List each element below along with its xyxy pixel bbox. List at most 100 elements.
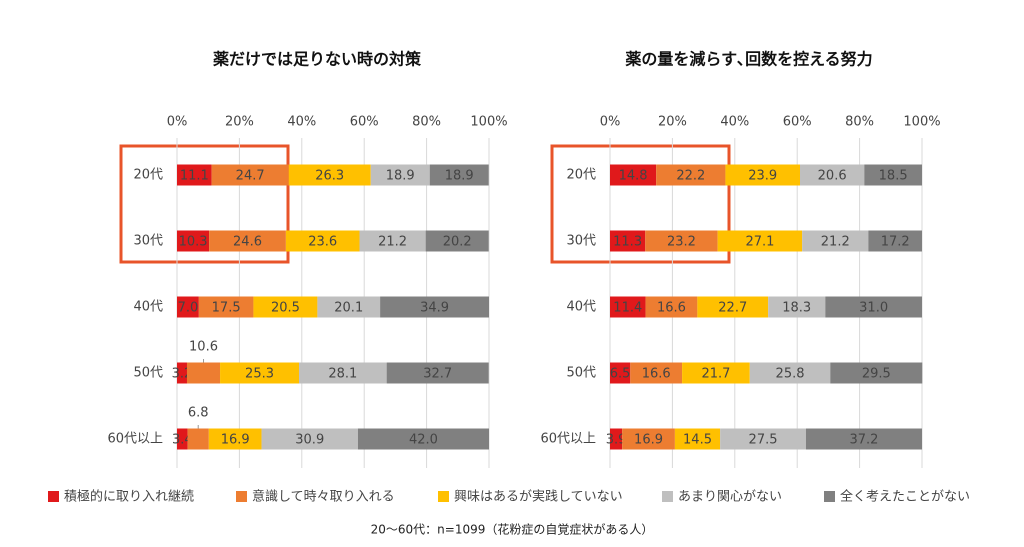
legend-label: あまり関心がない: [678, 490, 782, 505]
value-label: 16.6: [642, 367, 671, 382]
value-label: 29.5: [862, 367, 891, 382]
value-label: 18.9: [386, 169, 415, 184]
x-tick-label: 80%: [845, 115, 874, 130]
value-label: 14.5: [683, 433, 712, 448]
bar-segment: [359, 230, 426, 252]
bar-segment: [177, 230, 210, 252]
value-label: 21.2: [378, 235, 407, 250]
value-label: 16.9: [634, 433, 663, 448]
value-label: 17.2: [881, 235, 910, 250]
value-label: 14.8: [619, 169, 648, 184]
bar-segment: [749, 362, 831, 384]
value-label: 22.2: [676, 169, 705, 184]
bar-segment: [288, 164, 371, 186]
value-label: 23.2: [667, 235, 696, 250]
value-label: 11.3: [613, 235, 642, 250]
footnote: 20〜60代：n=1099（花粉症の自覚症状がある人）: [371, 522, 654, 537]
x-tick-label: 0%: [600, 115, 621, 130]
bar-segment: [610, 362, 631, 384]
value-label: 21.7: [701, 367, 730, 382]
bar-segment: [370, 164, 430, 186]
chart-title: 薬の量を減らす､回数を控える努力: [624, 50, 872, 69]
x-tick-label: 20%: [225, 115, 254, 130]
value-label: 25.3: [245, 367, 274, 382]
value-label: 16.6: [657, 301, 686, 316]
bar-segment: [674, 428, 721, 450]
legend-label: 意識して時々取り入れる: [252, 489, 395, 505]
bar-segment: [177, 164, 212, 186]
bar-segment: [425, 230, 489, 252]
value-label: 22.7: [718, 301, 747, 316]
value-label: 11.1: [180, 169, 209, 184]
value-label: 18.3: [782, 301, 811, 316]
bar-segment: [864, 164, 922, 186]
bar-segment: [209, 230, 286, 252]
legend-label: 積極的に取り入れ継続: [64, 489, 194, 505]
legend-swatch: [662, 491, 673, 502]
bar-segment: [610, 428, 623, 450]
bar-segment: [298, 362, 387, 384]
bar-segment: [682, 362, 750, 384]
value-label: 30.9: [295, 433, 324, 448]
value-label: 28.1: [328, 367, 357, 382]
bar-segment: [429, 164, 489, 186]
value-label: 11.4: [613, 301, 642, 316]
bar-segment: [610, 164, 657, 186]
x-tick-label: 60%: [783, 115, 812, 130]
highlight-box: [119, 144, 290, 264]
x-tick-label: 60%: [350, 115, 379, 130]
value-label: 6.5: [610, 367, 631, 382]
value-label: 37.2: [849, 433, 878, 448]
bar-segment: [656, 164, 726, 186]
y-tick-label: 30代: [133, 234, 163, 249]
value-label: 26.3: [315, 169, 344, 184]
value-label: 20.2: [443, 235, 472, 250]
value-label: 18.9: [445, 169, 474, 184]
bar-segment: [720, 428, 806, 450]
legend-swatch: [438, 491, 449, 502]
y-tick-label: 40代: [133, 300, 163, 315]
bar-segment: [253, 296, 318, 318]
value-label: 24.6: [233, 235, 262, 250]
value-label: 25.8: [776, 367, 805, 382]
bar-segment: [261, 428, 358, 450]
x-tick-label: 100%: [470, 115, 507, 130]
value-label: 32.7: [423, 367, 452, 382]
value-label: 17.5: [212, 301, 241, 316]
bar-segment: [177, 296, 199, 318]
value-label: 18.5: [879, 169, 908, 184]
value-label: 34.9: [420, 301, 449, 316]
value-label: 20.6: [818, 169, 847, 184]
legend-swatch: [236, 491, 247, 502]
bar-segment: [725, 164, 801, 186]
bar-segment: [800, 164, 865, 186]
value-label: 27.5: [749, 433, 778, 448]
x-tick-label: 0%: [167, 115, 188, 130]
value-label: 20.1: [334, 301, 363, 316]
value-label: 16.9: [221, 433, 250, 448]
value-label: 42.0: [409, 433, 438, 448]
bar-segment: [825, 296, 922, 318]
bar-segment: [187, 428, 209, 450]
bar-segment: [317, 296, 381, 318]
y-tick-label: 50代: [133, 366, 163, 381]
legend-swatch: [48, 491, 59, 502]
value-label: 23.9: [748, 169, 777, 184]
y-tick-label: 60代以上: [107, 432, 163, 447]
x-tick-label: 40%: [287, 115, 316, 130]
x-tick-label: 100%: [903, 115, 940, 130]
highlight-box: [550, 144, 731, 264]
legend-label: 興味はあるが実践していない: [454, 489, 623, 505]
bar-segment: [610, 230, 646, 252]
bar-segment: [220, 362, 299, 384]
value-label: 20.5: [271, 301, 300, 316]
bar-segment: [868, 230, 922, 252]
value-label: 27.1: [745, 235, 774, 250]
bar-segment: [717, 230, 803, 252]
bar-segment: [208, 428, 262, 450]
bar-segment: [380, 296, 489, 318]
bar-segment: [177, 362, 187, 384]
bar-segment: [177, 428, 188, 450]
